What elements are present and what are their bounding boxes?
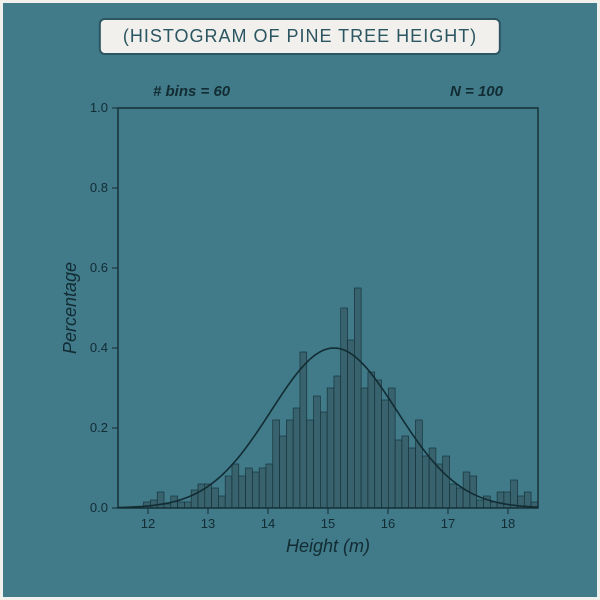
svg-text:14: 14 (261, 516, 275, 531)
svg-text:18: 18 (501, 516, 515, 531)
svg-text:0.4: 0.4 (90, 340, 108, 355)
svg-text:# bins = 60: # bins = 60 (153, 83, 231, 100)
histogram-chart: 12 13 14 15 16 17 18 0.0 0.2 0.4 0.6 0.8 1.0 Height (… (63, 73, 563, 573)
svg-text:15: 15 (321, 516, 335, 531)
page: (HISTOGRAM OF PINE TREE HEIGHT) 12 13 14 15… (0, 0, 600, 600)
svg-text:0.8: 0.8 (90, 180, 108, 195)
svg-text:Height (m): Height (m) (286, 536, 370, 556)
svg-text:13: 13 (201, 516, 215, 531)
svg-text:16: 16 (381, 516, 395, 531)
svg-text:12: 12 (141, 516, 155, 531)
page-title: (HISTOGRAM OF PINE TREE HEIGHT) (99, 18, 501, 55)
svg-text:0.6: 0.6 (90, 260, 108, 275)
svg-text:Percentage: Percentage (63, 262, 80, 354)
svg-text:N = 100: N = 100 (450, 83, 504, 100)
chart-svg: 12 13 14 15 16 17 18 0.0 0.2 0.4 0.6 0.8 1.0 Height (… (63, 73, 563, 573)
svg-text:1.0: 1.0 (90, 100, 108, 115)
svg-text:0.0: 0.0 (90, 500, 108, 515)
svg-text:17: 17 (441, 516, 455, 531)
svg-text:0.2: 0.2 (90, 420, 108, 435)
